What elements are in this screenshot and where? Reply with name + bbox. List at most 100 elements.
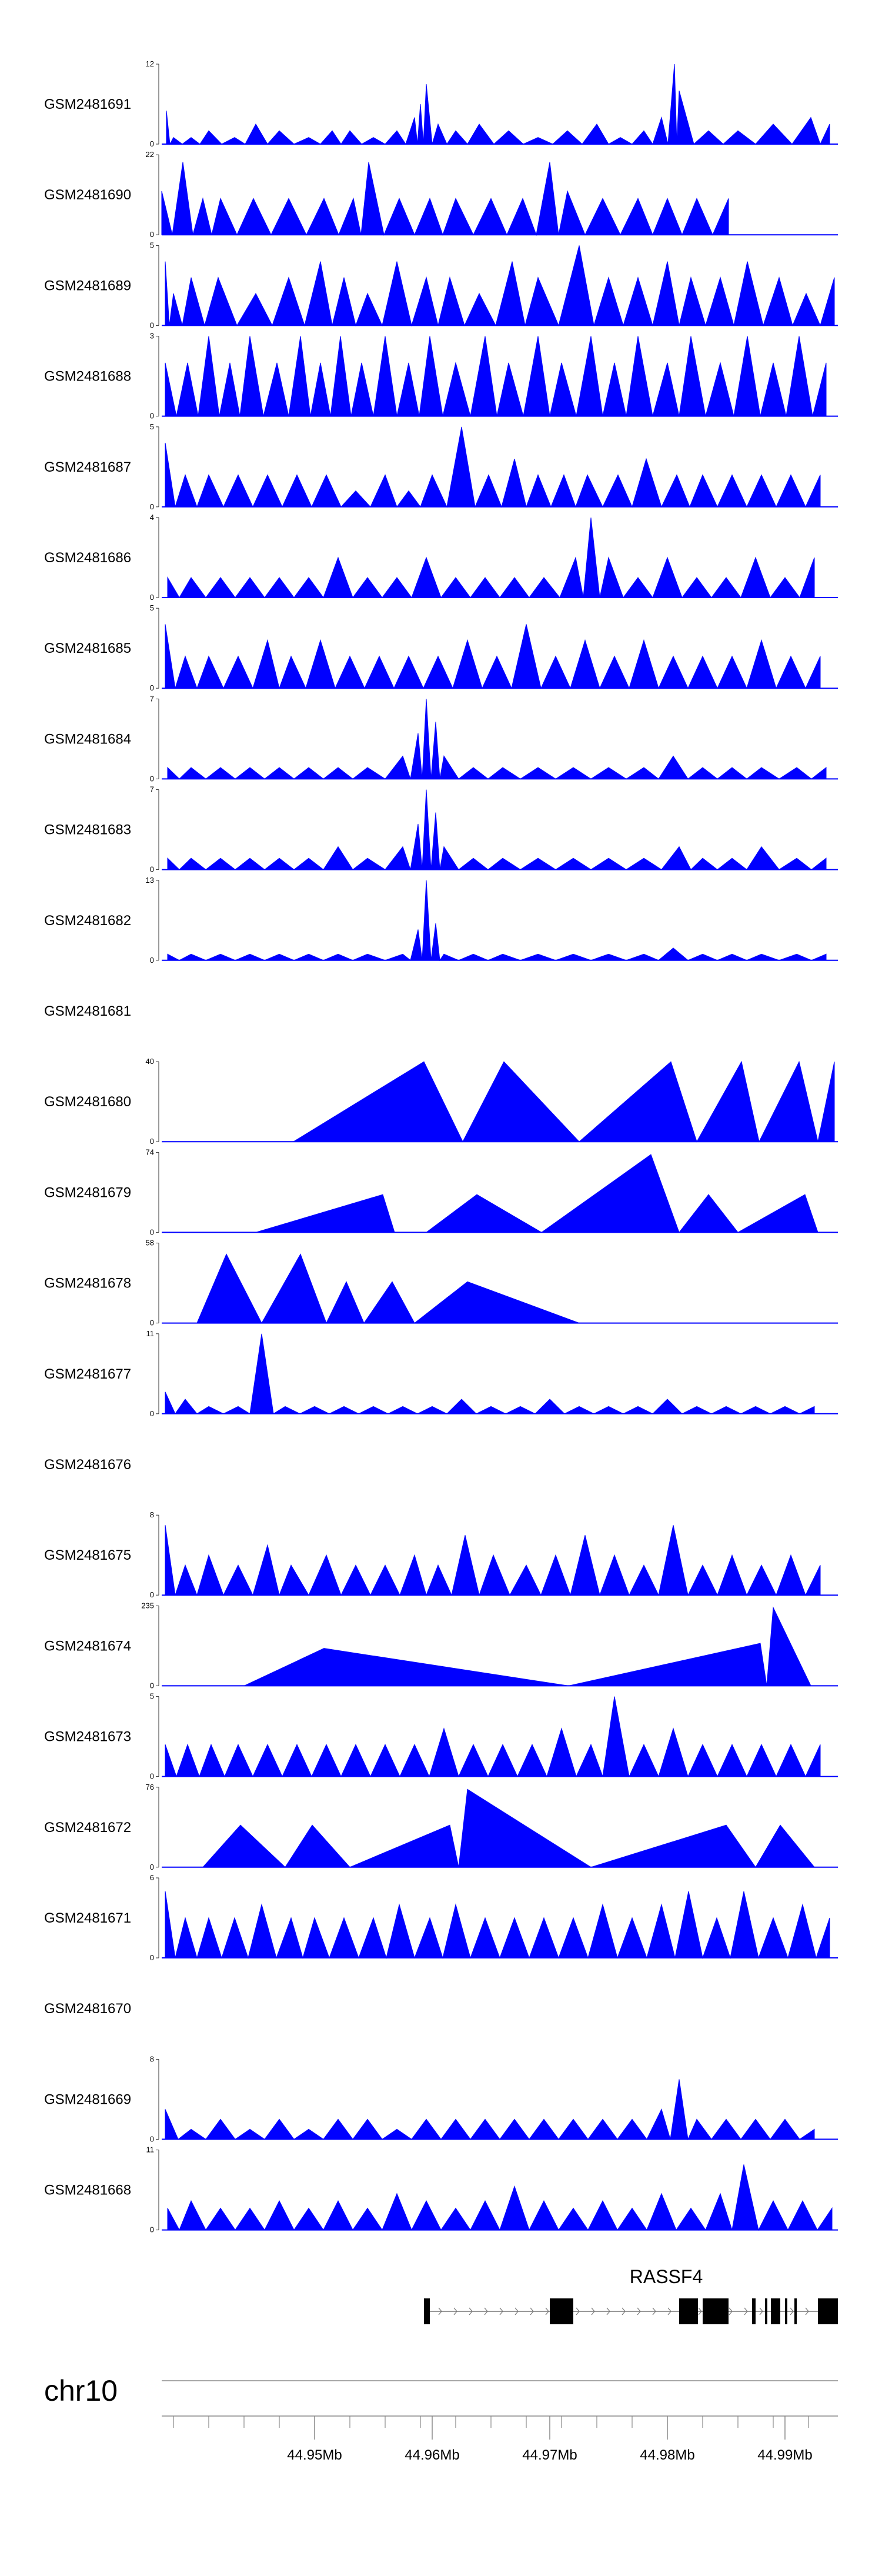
y-min-label: 0	[150, 502, 154, 511]
sample-label: GSM2481683	[44, 822, 131, 838]
sample-label: GSM2481681	[44, 1003, 131, 1019]
sample-label: GSM2481675	[44, 1547, 131, 1563]
y-max-label: 235	[141, 1601, 154, 1610]
y-min-label: 0	[150, 2225, 154, 2234]
track-GSM2481691: GSM2481691 12 0	[44, 59, 838, 148]
y-max-label: 4	[150, 513, 154, 522]
track-GSM2481682: GSM2481682 13 0	[44, 876, 838, 965]
sample-label: GSM2481670	[44, 2001, 131, 2017]
strand-arrow	[484, 2307, 488, 2315]
sample-label: GSM2481668	[44, 2183, 131, 2198]
gene-label: RASSF4	[630, 2266, 703, 2287]
strand-arrow	[759, 2307, 763, 2315]
sample-label: GSM2481673	[44, 1729, 131, 1745]
track-GSM2481674: GSM2481674 235 0	[44, 1601, 838, 1690]
strand-arrow	[606, 2307, 610, 2315]
track-GSM2481685: GSM2481685 5 0	[44, 603, 838, 692]
y-max-label: 58	[146, 1239, 154, 1247]
track-GSM2481688: GSM2481688 3 0	[44, 332, 838, 421]
coverage-area	[165, 2079, 815, 2141]
exon	[679, 2298, 698, 2324]
y-max-label: 6	[150, 1873, 154, 1882]
coverage-area	[167, 880, 827, 962]
sample-label: GSM2481671	[44, 1910, 131, 1926]
coverage-area	[167, 2164, 833, 2231]
coverage-area	[243, 1606, 811, 1686]
y-max-label: 8	[150, 1510, 154, 1519]
exon	[785, 2298, 787, 2324]
coverage-area	[255, 1154, 818, 1233]
coverage-area	[292, 1060, 835, 1143]
y-min-label: 0	[150, 865, 154, 874]
coverage-area	[167, 517, 815, 599]
exon	[550, 2298, 573, 2324]
sample-label: GSM2481687	[44, 459, 131, 475]
coverage-area	[166, 64, 830, 145]
y-max-label: 40	[146, 1057, 154, 1066]
exon	[703, 2298, 729, 2324]
y-min-label: 0	[150, 1137, 154, 1146]
coverage-tracks: GSM2481691120GSM2481690220GSM248168950GS…	[44, 59, 838, 2234]
coverage-area	[165, 1696, 821, 1778]
coverage-area	[165, 1891, 830, 1959]
coverage-area	[165, 1333, 815, 1414]
track-GSM2481673: GSM2481673 5 0	[44, 1692, 838, 1781]
track-GSM2481687: GSM2481687 5 0	[44, 422, 838, 511]
sample-label: GSM2481679	[44, 1184, 131, 1200]
track-GSM2481675: GSM2481675 8 0	[44, 1510, 838, 1599]
y-min-label: 0	[150, 1319, 154, 1327]
chromosome-label: chr10	[44, 2374, 118, 2407]
sample-label: GSM2481676	[44, 1457, 131, 1473]
strand-arrow	[514, 2307, 519, 2315]
exon	[752, 2298, 756, 2324]
strand-arrow	[530, 2307, 534, 2315]
y-min-label: 0	[150, 1409, 154, 1418]
sample-label: GSM2481672	[44, 1820, 131, 1836]
exon	[765, 2298, 767, 2324]
y-min-label: 0	[150, 1863, 154, 1871]
sample-label: GSM2481685	[44, 640, 131, 656]
y-max-label: 12	[146, 59, 154, 68]
track-GSM2481689: GSM2481689 5 0	[44, 241, 838, 329]
strand-arrow	[744, 2307, 748, 2315]
track-GSM2481684: GSM2481684 7 0	[44, 694, 838, 783]
sample-label: GSM2481686	[44, 550, 131, 566]
strand-arrow	[545, 2307, 549, 2315]
y-min-label: 0	[150, 683, 154, 692]
sample-label: GSM2481688	[44, 369, 131, 385]
y-min-label: 0	[150, 2134, 154, 2143]
exon	[818, 2298, 838, 2324]
coverage-area	[165, 426, 821, 508]
y-min-label: 0	[150, 1227, 154, 1236]
strand-arrow	[453, 2307, 457, 2315]
y-max-label: 5	[150, 1692, 154, 1701]
strand-arrow	[499, 2307, 503, 2315]
y-min-label: 0	[150, 321, 154, 329]
track-GSM2481676: GSM2481676	[44, 1457, 131, 1473]
track-GSM2481670: GSM2481670	[44, 2001, 131, 2017]
coverage-area	[196, 1253, 580, 1324]
y-max-label: 8	[150, 2054, 154, 2063]
tick-label: 44.99Mb	[757, 2447, 812, 2463]
strand-arrow	[729, 2307, 733, 2315]
coverage-area	[167, 789, 827, 870]
y-min-label: 0	[150, 1590, 154, 1599]
sample-label: GSM2481690	[44, 187, 131, 203]
y-min-label: 0	[150, 1772, 154, 1781]
tick-label: 44.98Mb	[640, 2447, 694, 2463]
coverage-area	[161, 162, 729, 236]
y-max-label: 5	[150, 422, 154, 431]
y-min-label: 0	[150, 1953, 154, 1962]
exon	[794, 2298, 797, 2324]
y-max-label: 5	[150, 241, 154, 249]
y-max-label: 5	[150, 603, 154, 612]
track-GSM2481683: GSM2481683 7 0	[44, 785, 838, 874]
y-min-label: 0	[150, 230, 154, 239]
sample-label: GSM2481674	[44, 1638, 131, 1654]
y-min-label: 0	[150, 139, 154, 148]
track-GSM2481690: GSM2481690 22 0	[44, 150, 838, 239]
strand-arrow	[469, 2307, 473, 2315]
exon	[424, 2298, 430, 2324]
track-GSM2481677: GSM2481677 11 0	[44, 1329, 838, 1418]
